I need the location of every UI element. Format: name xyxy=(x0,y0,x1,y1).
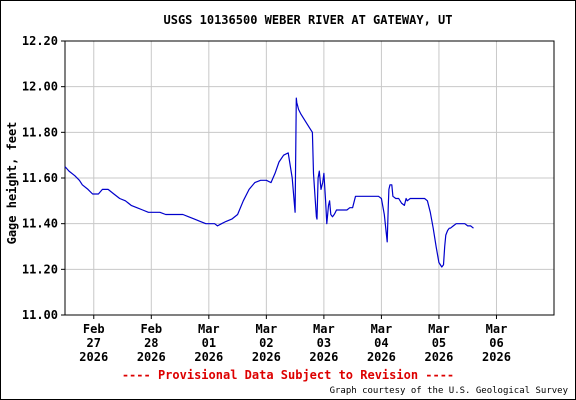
y-axis-label: Gage height, feet xyxy=(5,122,19,245)
y-tick-label: 11.40 xyxy=(22,217,58,231)
x-tick-label: Mar xyxy=(313,322,335,336)
x-tick-label: 2026 xyxy=(482,350,511,364)
y-tick-label: 12.20 xyxy=(22,34,58,48)
x-tick-label: 2026 xyxy=(194,350,223,364)
x-tick-label: Feb xyxy=(83,322,105,336)
x-tick-label: 2026 xyxy=(309,350,338,364)
x-tick-label: Mar xyxy=(198,322,220,336)
x-tick-label: 01 xyxy=(202,336,216,350)
y-tick-label: 11.00 xyxy=(22,308,58,322)
y-tick-label: 12.00 xyxy=(22,80,58,94)
data-series xyxy=(64,97,474,268)
x-tick-label: 2026 xyxy=(79,350,108,364)
x-tick-label: 2026 xyxy=(367,350,396,364)
x-tick-label: 2026 xyxy=(424,350,453,364)
credit-text: Graph courtesy of the U.S. Geological Su… xyxy=(330,386,569,396)
y-tick-label: 11.60 xyxy=(22,171,58,185)
x-axis: Feb272026Feb282026Mar012026Mar022026Mar0… xyxy=(79,315,511,364)
chart-title: USGS 10136500 WEBER RIVER AT GATEWAY, UT xyxy=(164,13,453,27)
provisional-notice: ---- Provisional Data Subject to Revisio… xyxy=(122,368,454,382)
x-tick-label: 05 xyxy=(432,336,446,350)
x-tick-label: 2026 xyxy=(252,350,281,364)
x-tick-label: Mar xyxy=(256,322,278,336)
x-tick-label: Mar xyxy=(428,322,450,336)
x-tick-label: 02 xyxy=(259,336,273,350)
y-tick-label: 11.80 xyxy=(22,125,58,139)
x-tick-label: 28 xyxy=(144,336,158,350)
y-tick-label: 11.20 xyxy=(22,262,58,276)
x-tick-label: 2026 xyxy=(137,350,166,364)
grid-lines xyxy=(65,41,554,315)
x-tick-label: 03 xyxy=(317,336,331,350)
series-line xyxy=(64,97,474,268)
x-tick-label: 06 xyxy=(489,336,503,350)
y-axis: 11.00 11.20 11.40 11.60 11.80 12.00 12.20 xyxy=(22,34,65,322)
x-tick-label: Feb xyxy=(140,322,162,336)
x-tick-label: Mar xyxy=(486,322,508,336)
x-tick-label: 27 xyxy=(87,336,101,350)
x-tick-label: Mar xyxy=(371,322,393,336)
x-tick-label: 04 xyxy=(374,336,388,350)
